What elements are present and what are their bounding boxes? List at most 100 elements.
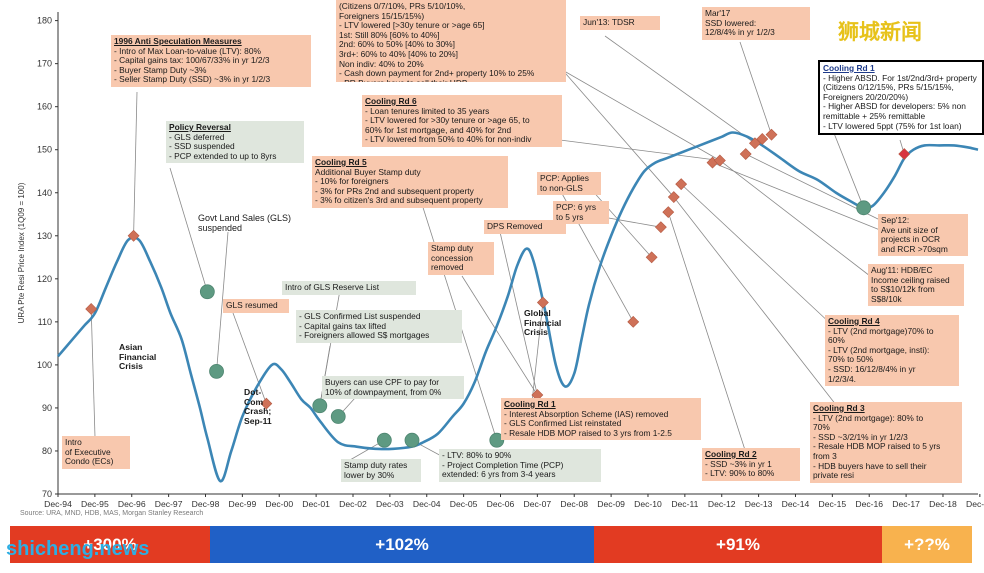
note-line: - LTV: 90% to 80%: [705, 468, 775, 479]
note-line: - Foreigners allowed S$ mortgages: [299, 330, 430, 341]
note-line: Govt Land Sales (GLS): [198, 213, 292, 223]
note-line: PCP: 6 yrs: [556, 202, 597, 212]
x-tick-label: Dec-98: [192, 499, 220, 509]
note-line: 70% to 50%: [828, 354, 874, 365]
event-marker-diamond: [627, 315, 640, 328]
gls-confirmed-suspended-note: - GLS Confirmed List suspended - Capital …: [296, 310, 462, 343]
leader-line: [544, 59, 721, 161]
note-line: - LTV lowered from 50% to 40% for non-in…: [365, 134, 532, 145]
note-line: - Capital gains tax: 100/67/33% in yr 1/…: [114, 55, 270, 66]
note-line: - Seller Stamp Duty (SSD) ~3% in yr 1/2/…: [114, 74, 271, 85]
note-line: - HDB buyers have to sell their: [813, 460, 927, 471]
note-title: Cooling Rd 6: [365, 96, 417, 106]
note-line: to non-GLS: [540, 182, 583, 193]
note-title: 1996 Anti Speculation Measures: [114, 36, 242, 46]
note-line: to 5 yrs: [556, 211, 584, 222]
note-line: Ave unit size of: [881, 224, 938, 235]
note-line: PCP: Applies: [540, 173, 589, 183]
note-line: Intro of GLS Reserve List: [285, 282, 380, 292]
y-tick-label: 180: [37, 16, 52, 26]
y-axis-label: URA Pte Resi Price Index (1Q09 = 100): [17, 182, 26, 323]
source-note: Source: URA, MND, HDB, MAS, Morgan Stanl…: [20, 510, 204, 517]
event-marker-diamond: [713, 154, 726, 167]
watermark-bottom: shicheng.news: [6, 538, 150, 560]
note-line: SSD lowered:: [705, 17, 757, 28]
y-tick-label: 70: [42, 489, 52, 499]
ec-intro-note: Intro of Executive Condo (ECs): [62, 436, 130, 469]
note-line: - SSD ~3% in yr 1: [705, 458, 772, 469]
note-line: - LTV (2nd mortgage, insti):: [828, 344, 930, 355]
x-tick-label: Dec-02: [339, 499, 367, 509]
leader-line: [216, 231, 229, 372]
note-line: 10% of downpayment, from 0%: [325, 386, 442, 397]
dotcom-label: Dot- Com Crash; Sep-11: [241, 386, 285, 428]
leader-line: [673, 196, 841, 411]
x-tick-label: Dec-19: [966, 499, 984, 509]
leader-line: [169, 167, 208, 292]
event-marker-circle: [199, 284, 215, 300]
note-line: - Project Completion Time (PCP): [442, 459, 564, 470]
note-line: to S$10/12k from: [871, 284, 935, 295]
note-line: Asian: [119, 342, 143, 352]
event-marker-diamond: [748, 137, 761, 150]
note-line: 70%: [813, 422, 830, 433]
x-tick-label: Dec-18: [929, 499, 957, 509]
stamp-concession-note: Stamp duty concession removed: [428, 242, 494, 275]
note-line: Non indiv: 40% to 20%: [339, 58, 424, 69]
note-line: Stamp duty rates: [344, 460, 408, 470]
x-tick-label: Dec-16: [855, 499, 883, 509]
note-line: 2nd: 60% to 50% [40% to 30%]: [339, 39, 455, 50]
event-marker-diamond: [898, 148, 911, 160]
x-tick-label: Dec-11: [671, 499, 698, 509]
note-title: Cooling Rd 5: [315, 157, 367, 167]
note-line: Dot-: [244, 387, 262, 397]
y-tick-label: 80: [42, 446, 52, 456]
event-marker-diamond: [739, 148, 752, 160]
note-title: Policy Reversal: [169, 122, 231, 132]
note-line: 3rd+: 60% to 40% [40% to 20%]: [339, 48, 458, 59]
cooling-rd2-note: Cooling Rd 2- SSD ~3% in yr 1- LTV: 90% …: [702, 448, 800, 481]
note-line: - 3% for PRs 2nd and subsequent property: [315, 185, 474, 196]
leader-line: [90, 308, 96, 438]
markers-layer: [85, 128, 911, 448]
gfc-label: Global Financial Crisis: [521, 307, 571, 340]
note-line: - Loan tenures limited to 35 years: [365, 105, 490, 116]
event-marker-diamond: [127, 229, 140, 242]
event-marker-diamond: [667, 191, 680, 203]
event-marker-diamond: [536, 296, 549, 309]
y-tick-label: 150: [37, 145, 52, 155]
y-tick-label: 160: [37, 102, 52, 112]
x-tick-label: Dec-10: [634, 499, 662, 509]
note-line: Crisis: [119, 361, 143, 372]
event-marker-circle: [312, 398, 328, 414]
note-line: (Citizens 0/12/15%, PRs 5/15/15%,: [823, 82, 954, 93]
x-tick-label: Dec-94: [44, 499, 72, 509]
x-tick-label: Dec-09: [597, 499, 625, 509]
note-line: Crash;: [244, 406, 272, 417]
note-line: 1st: Still 80% [60% to 40%]: [339, 29, 440, 40]
x-tick-label: Dec-96: [118, 499, 146, 509]
event-marker-circle: [330, 409, 346, 424]
note-line: Stamp duty: [431, 243, 474, 253]
cooling-rd1-latest-note: Cooling Rd 1- Higher ABSD. For 1st/2nd/3…: [818, 60, 984, 136]
note-line: Com: [244, 396, 264, 407]
note-line: Global: [524, 308, 551, 318]
stamp-duty-lower-note: Stamp duty rates lower by 30%: [341, 459, 421, 483]
series-layer: [57, 131, 979, 483]
gls-reserve-note: Intro of GLS Reserve List: [282, 281, 416, 295]
cooling-rd3-note: Cooling Rd 3- LTV (2nd mortgage): 80% to…: [810, 402, 962, 483]
note-line: - Capital gains tax lifted: [299, 320, 387, 331]
note-line: concession: [431, 252, 473, 263]
leader-line: [680, 183, 833, 326]
x-tick-label: Dec-15: [818, 499, 846, 509]
note-line: Additional Buyer Stamp duty: [315, 166, 421, 177]
ltv-pcp-note: - LTV: 80% to 90% - Project Completion Ti…: [439, 449, 601, 482]
note-line: - Higher ABSD. For 1st/2nd/3rd+ property: [823, 72, 977, 83]
leader-line: [461, 275, 538, 396]
event-marker-diamond: [765, 128, 778, 141]
note-line: - Intro of Max Loan-to-value (LTV): 80%: [114, 45, 261, 56]
leader-line: [719, 160, 871, 277]
leader-line: [589, 187, 652, 258]
y-tick-label: 170: [37, 59, 52, 69]
event-marker-diamond: [756, 133, 769, 145]
